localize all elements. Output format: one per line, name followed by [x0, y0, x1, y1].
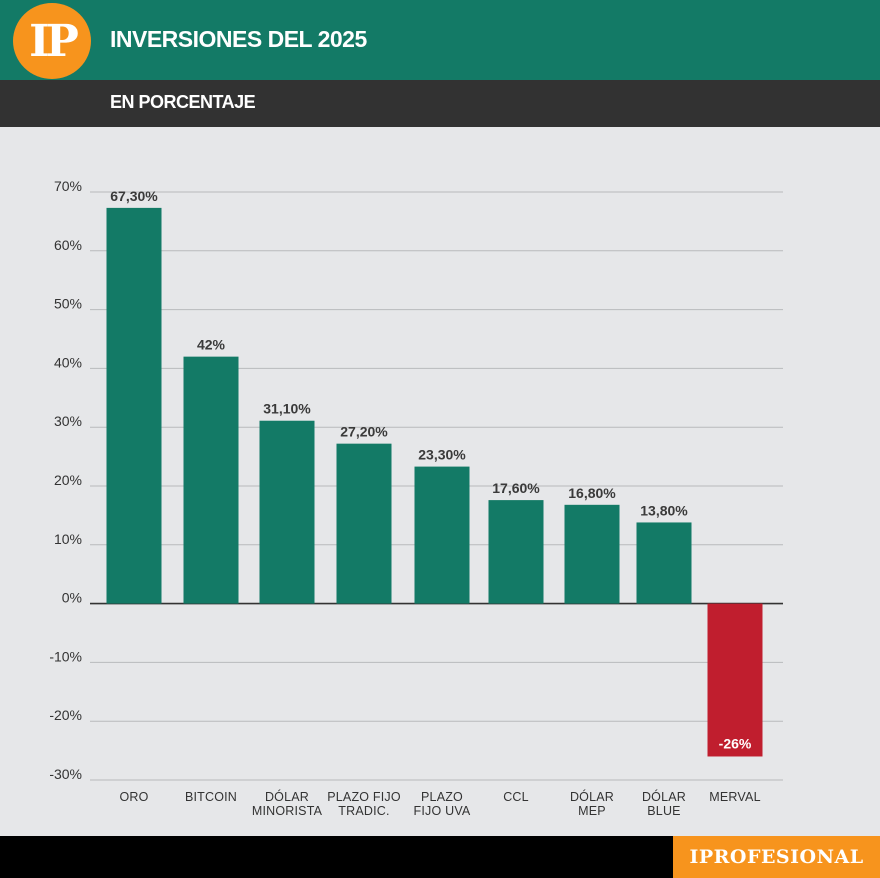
value-label: 16,80% — [568, 485, 616, 501]
y-tick-label: -20% — [49, 707, 82, 723]
chart-area: 70% 60% 50% 40% 30% 20% 10% 0% -10% -20% -30% 67,30… — [0, 127, 880, 836]
chart-title: INVERSIONES DEL 2025 — [110, 26, 367, 52]
y-tick-label: -10% — [49, 648, 82, 664]
footer-bar: IPROFESIONAL — [0, 836, 880, 878]
category-label: MERVAL — [709, 790, 760, 804]
category-label: MINORISTA — [252, 804, 323, 818]
value-label: 27,20% — [340, 424, 388, 440]
y-tick-label: 70% — [54, 178, 82, 194]
bar-1 — [106, 207, 162, 604]
value-label: 23,30% — [418, 447, 466, 463]
category-label: BITCOIN — [185, 790, 237, 804]
bar-8 — [636, 522, 692, 604]
value-label: 17,60% — [492, 480, 540, 496]
header-bar: IP INVERSIONES DEL 2025 — [0, 0, 880, 80]
y-tick-label: 40% — [54, 354, 82, 370]
category-label: ORO — [119, 790, 148, 804]
category-label: DÓLAR — [265, 789, 309, 804]
category-label: CCL — [503, 790, 529, 804]
bar-4 — [336, 443, 392, 604]
y-tick-label: 60% — [54, 237, 82, 253]
value-label: 67,30% — [110, 188, 158, 204]
y-tick-label: 20% — [54, 472, 82, 488]
subheader-bar: EN PORCENTAJE — [0, 80, 880, 127]
value-label: 13,80% — [640, 502, 688, 518]
value-label: 42% — [197, 337, 226, 353]
y-tick-label: 10% — [54, 531, 82, 547]
bar-9 — [707, 603, 763, 757]
category-label: DÓLAR — [570, 789, 614, 804]
bar-7 — [564, 504, 620, 604]
bar-chart: 70% 60% 50% 40% 30% 20% 10% 0% -10% -20% -30% 67,30… — [49, 178, 783, 818]
chart-subtitle: EN PORCENTAJE — [110, 92, 256, 112]
y-tick-label: 50% — [54, 296, 82, 312]
category-label: PLAZO FIJO — [327, 790, 401, 804]
bar-5 — [414, 466, 470, 604]
y-tick-label: -30% — [49, 766, 82, 782]
category-label: MEP — [578, 804, 606, 818]
category-label: TRADIC. — [338, 804, 389, 818]
iprofesional-brand: IPROFESIONAL — [673, 836, 880, 878]
category-label: BLUE — [647, 804, 680, 818]
y-tick-label: 30% — [54, 413, 82, 429]
category-label: PLAZO — [421, 790, 463, 804]
y-tick-label: 0% — [62, 590, 82, 606]
category-label: FIJO UVA — [414, 804, 471, 818]
bar-3 — [259, 420, 315, 604]
value-label: 31,10% — [263, 401, 311, 417]
bar-2 — [183, 356, 239, 604]
category-label: DÓLAR — [642, 789, 686, 804]
ip-logo: IP — [13, 3, 91, 79]
value-label: -26% — [719, 735, 752, 751]
bar-6 — [488, 500, 544, 604]
